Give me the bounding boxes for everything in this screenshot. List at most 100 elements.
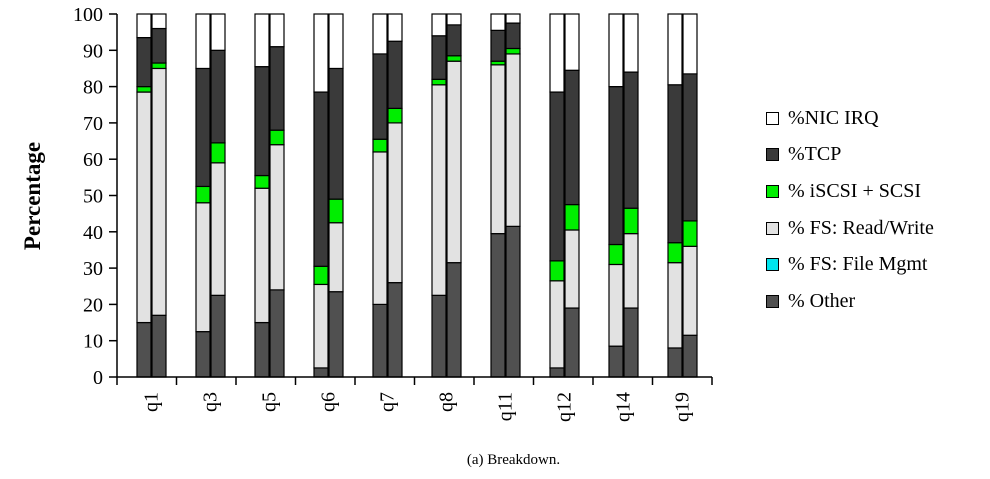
bar-segment (505, 53, 521, 227)
y-tick-label: 70 (83, 113, 103, 135)
bar-segment (682, 220, 698, 247)
bar-segment (446, 60, 462, 264)
legend-item: % FS: Read/Write (766, 210, 934, 247)
bar-segment (313, 283, 329, 369)
bar-segment (387, 122, 403, 284)
bar-segment (564, 229, 580, 309)
bar-segment (195, 67, 211, 188)
bar-segment (254, 13, 270, 68)
bar-group-q7 (372, 13, 403, 378)
y-tick-label: 30 (83, 258, 103, 280)
legend-swatch (766, 294, 779, 308)
bar-segment (682, 245, 698, 336)
y-tick-label: 90 (83, 40, 103, 62)
legend: %NIC IRQ %TCP % iSCSI + SCSI % FS: Read/Wri… (766, 100, 934, 320)
bar-segment (136, 91, 152, 324)
bar-segment (372, 151, 388, 306)
y-tick-label: 50 (83, 186, 103, 208)
bar-segment (313, 265, 329, 286)
legend-item: % Other (766, 283, 934, 320)
bar-segment (608, 345, 624, 378)
bar-segment (667, 262, 683, 349)
legend-label: %NIC IRQ (788, 106, 879, 129)
bar-segment (210, 49, 226, 144)
bar-segment (195, 185, 211, 204)
bar-group-q3 (195, 13, 226, 378)
y-tick-label: 10 (83, 331, 103, 353)
legend-swatch (766, 148, 779, 162)
bar-segment (151, 13, 167, 30)
bar-group-q1 (136, 13, 167, 378)
bar-segment (549, 91, 565, 262)
legend-item: % iSCSI + SCSI (766, 173, 934, 210)
bar-segment (195, 13, 211, 70)
legend-label: % iSCSI + SCSI (788, 179, 921, 202)
x-tick-label: q19 (672, 392, 694, 422)
bar-segment (490, 29, 506, 62)
bar-segment (195, 331, 211, 378)
bar-segment (387, 40, 403, 109)
figure-caption: (a) Breakdown. (466, 452, 561, 468)
y-tick-label: 40 (83, 222, 103, 244)
bar-segment (505, 13, 521, 24)
bar-group-q19 (667, 13, 698, 378)
bar-segment (387, 13, 403, 42)
bar-segment (682, 73, 698, 222)
y-axis-ticks: 0 10 20 30 40 50 60 70 80 90 100 (73, 4, 117, 389)
bar-segment (269, 129, 285, 146)
bar-segment (254, 321, 270, 378)
x-tick-label: q3 (200, 392, 222, 412)
bar-segment (313, 13, 329, 93)
bar-segment (549, 367, 565, 378)
bar-segment (313, 367, 329, 378)
bar-segment (151, 62, 167, 70)
legend-swatch (766, 111, 779, 125)
bar-segment (328, 222, 344, 293)
bar-segment (136, 13, 152, 39)
bar-segment (313, 91, 329, 267)
y-tick-label: 0 (93, 367, 103, 389)
bar-segment (254, 66, 270, 177)
bar-segment (431, 84, 447, 296)
x-tick-label: q6 (318, 392, 340, 412)
legend-swatch (766, 221, 779, 235)
bar-segment (608, 85, 624, 246)
bar-segment (254, 174, 270, 189)
bar-segment (490, 233, 506, 378)
bar-segment (608, 263, 624, 347)
bar-segment (446, 55, 462, 62)
bar-segment (623, 71, 639, 209)
bar-segment (446, 13, 462, 26)
bar-segment (372, 53, 388, 140)
bar-segment (431, 78, 447, 86)
bar-segment (608, 243, 624, 266)
bar-segment (195, 202, 211, 333)
bar-segment (505, 22, 521, 50)
bar-segment (210, 142, 226, 164)
bar-segment (328, 291, 344, 378)
bar-segment (564, 69, 580, 206)
bar-group-q8 (431, 13, 462, 378)
bar-segment (608, 13, 624, 88)
y-tick-label: 100 (73, 4, 103, 26)
bar-segment (387, 282, 403, 378)
bar-segment (151, 314, 167, 378)
x-tick-label: q12 (554, 392, 576, 422)
x-tick-label: q14 (613, 392, 635, 422)
x-axis-ticks: q1 q3 q5 q6 q7 q8 q11 q12 q14 q19 (116, 377, 713, 422)
bar-segment (623, 307, 639, 378)
bar-segment (446, 24, 462, 57)
bar-segment (372, 138, 388, 153)
bar-segment (269, 13, 285, 48)
bar-segment (210, 162, 226, 296)
bar-segment (431, 294, 447, 378)
bar-segment (269, 144, 285, 291)
bar-segment (564, 13, 580, 71)
bar-segment (490, 64, 506, 235)
bar-segment (549, 260, 565, 282)
bar-segment (254, 187, 270, 324)
bar-segment (446, 262, 462, 378)
bar-segment (136, 85, 152, 93)
bar-segment (136, 36, 152, 88)
